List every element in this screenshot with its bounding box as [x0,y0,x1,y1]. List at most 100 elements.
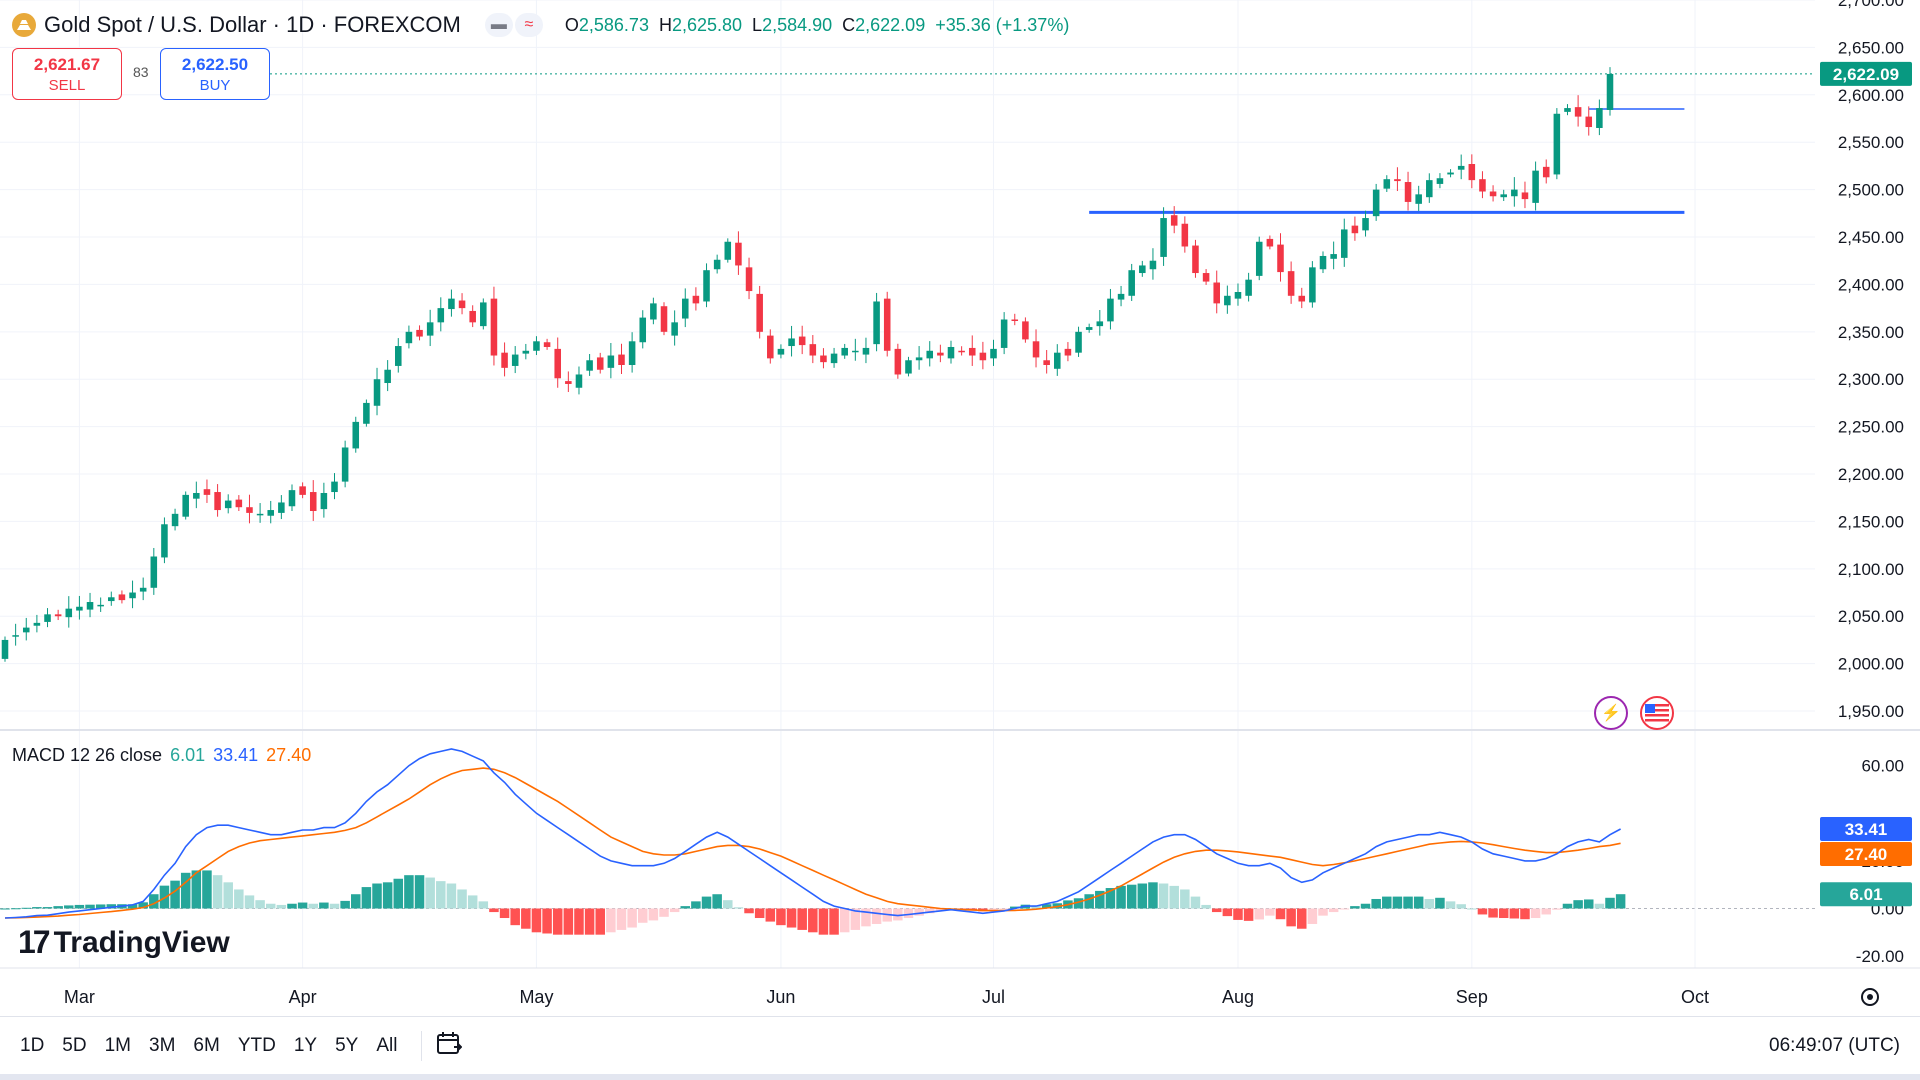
candle-body [1596,108,1603,128]
macd-hist-bar [1201,904,1211,909]
macd-tick-label: -20.00 [1856,947,1904,966]
tf-ytd[interactable]: YTD [237,1035,276,1056]
sell-price: 2,621.67 [33,55,101,74]
macd-hist-bar [924,908,935,914]
candle-body [1457,165,1465,170]
macd-hist-bar [1573,900,1583,909]
candle-body [97,604,104,607]
macd-hist-bar [42,907,53,909]
price-tick-label: 2,450.00 [1838,228,1904,247]
tf-all[interactable]: All [376,1035,398,1056]
candle-body [1085,327,1093,330]
macd-hist-bar [191,870,202,909]
macd-hist-bar [138,902,148,909]
price-tick-label: 2,400.00 [1838,275,1904,294]
compare-icon[interactable]: ≈ [514,13,543,37]
macd-hist-bar [574,908,584,935]
macd-hist-bar [85,904,95,909]
candle-body [1404,182,1412,202]
macd-hist-bar [733,907,744,909]
candle-body [650,303,657,320]
macd-hist-bar [786,908,797,928]
candle-body [979,352,987,361]
candle-body [1255,241,1263,276]
price-tick-label: 2,350.00 [1838,323,1904,342]
spread-value: 83 [133,64,149,80]
macd-hist-bar [1488,908,1498,918]
utc-clock[interactable]: 06:49:07 (UTC) [1769,1035,1900,1056]
macd-hist-bar [1254,908,1264,920]
symbol-title[interactable]: Gold Spot / U.S. Dollar · 1D · FOREXCOM [44,12,461,37]
candle-body [1340,229,1348,258]
candle-body [86,602,94,610]
macd-hist-bar [382,882,393,909]
candle-body [1394,179,1401,182]
tf-3m[interactable]: 3M [149,1035,176,1056]
candle-body [501,352,508,368]
tf-5y[interactable]: 5Y [335,1035,359,1056]
candle-body [363,402,370,424]
macd-hist-bar [1467,908,1477,910]
candle-body [139,587,147,592]
macd-hist-bar [467,895,478,909]
tf-1m[interactable]: 1M [104,1035,131,1056]
minimize-icon[interactable]: ▬ [484,13,513,37]
macd-hist-bar [1413,896,1424,909]
macd-hist-bar [1392,896,1403,909]
candle-body [1298,295,1306,302]
candle-body [767,335,774,359]
candle-body [671,322,678,336]
candle-body [1181,223,1189,247]
macd-hist-bar [616,908,627,930]
candle-body [1054,352,1061,369]
macd-hist-bar [425,877,435,909]
candle-body [331,481,338,493]
candle-body [426,322,434,336]
price-tick-label: 2,550.00 [1838,133,1904,152]
macd-legend-signal: 27.40 [266,745,312,765]
macd-hist-bar [64,905,74,909]
candle-body [1000,319,1008,348]
candle-body [596,357,604,370]
price-tick-label: 2,200.00 [1838,465,1904,484]
candle-body [1,639,9,659]
macd-value-label: 33.41 [1845,820,1888,839]
candle-body [1330,254,1337,259]
signal-line [4,767,1621,919]
tf-5d[interactable]: 5D [62,1035,87,1056]
candle-body [193,492,200,499]
candle-body [320,492,328,510]
macd-legend-name[interactable]: MACD 12 26 close [12,745,163,765]
candle-body [713,259,721,270]
tf-6m[interactable]: 6M [193,1035,220,1056]
candle-body [862,347,870,355]
buy-button[interactable]: 2,622.50 BUY [160,48,270,100]
sell-button[interactable]: 2,621.67 SELL [12,48,122,100]
candle-body [990,348,997,359]
chart-canvas[interactable]: 1,950.00 2,000.00 2,050.00 2,100.00 2,150.00… [0,0,1920,1016]
us-flag-icon[interactable] [1640,696,1674,730]
candle-body [607,355,615,368]
macd-hist-bar [21,907,32,909]
macd-hist-bar [1520,908,1530,920]
tf-1d[interactable]: 1D [20,1035,45,1056]
macd-hist-bar [1084,894,1094,909]
candle-body [511,354,519,366]
macd-hist-bar [531,908,542,933]
lightning-icon[interactable]: ⚡ [1594,696,1628,730]
calendar-icon[interactable] [421,1031,463,1061]
candle-body [1511,189,1518,197]
tf-1y[interactable]: 1Y [293,1035,318,1056]
macd-hist-bar [1126,884,1137,909]
candle-body [681,298,689,319]
hist-value-label: 6.01 [1849,885,1882,904]
candle-body [256,513,264,516]
candle-body [926,350,934,359]
candle-body [1372,189,1380,217]
candle-body [798,336,806,346]
candle-body [522,350,530,354]
macd-hist-bar [297,902,308,909]
macd-hist-bar [244,895,255,909]
tradingview-logo[interactable]: 17 TradingView [18,924,230,961]
price-tick-label: 2,300.00 [1838,370,1904,389]
